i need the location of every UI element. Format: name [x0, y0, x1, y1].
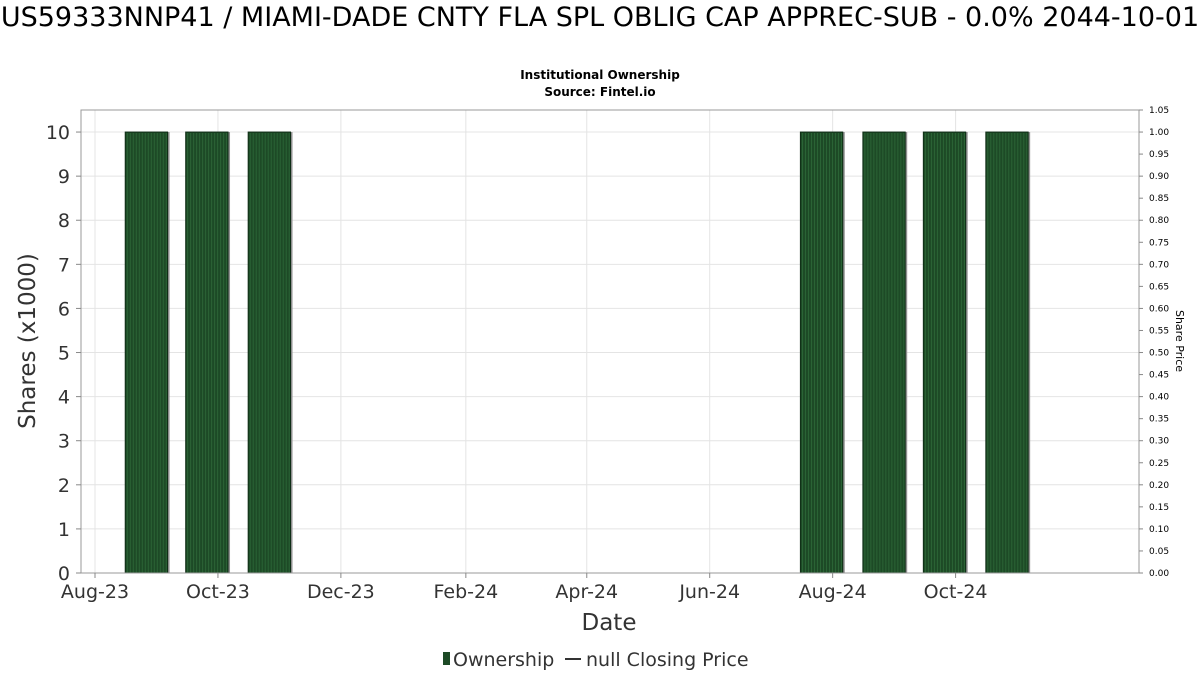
y2-tick-label: 0.20 — [1149, 481, 1169, 491]
y-tick-label: 4 — [58, 387, 70, 409]
legend-ownership-label: Ownership — [453, 649, 554, 671]
y2-tick-label: 0.40 — [1149, 393, 1169, 403]
y2-tick-label: 1.00 — [1149, 128, 1169, 138]
y2-tick-label: 0.80 — [1149, 216, 1169, 226]
x-axis-title: Date — [582, 610, 637, 636]
y2-tick-label: 0.55 — [1149, 326, 1169, 336]
bar-body — [799, 131, 844, 574]
x-tick-label: Feb-24 — [433, 581, 498, 603]
ownership-bar — [799, 131, 845, 574]
y-tick-label: 7 — [58, 254, 70, 276]
y-axis-title: Shares (x1000) — [15, 253, 41, 429]
y2-tick-label: 0.30 — [1149, 437, 1169, 447]
y2-tick-label: 0.35 — [1149, 415, 1169, 425]
ownership-bar — [862, 131, 908, 574]
bars-layer — [124, 131, 1031, 574]
x-tick-label: Oct-23 — [186, 581, 250, 603]
legend-ownership-swatch — [443, 652, 450, 665]
chart-subtitle: Institutional Ownership — [520, 68, 680, 82]
bar-body — [185, 131, 229, 574]
y2-tick-label: 0.00 — [1149, 569, 1169, 579]
x-tick-label: Oct-24 — [924, 581, 988, 603]
x-tick-label: Dec-23 — [307, 581, 375, 603]
y-tick-label: 10 — [46, 122, 70, 144]
y2-tick-label: 0.75 — [1149, 238, 1169, 248]
y-tick-label: 1 — [58, 519, 70, 541]
x-tick-label: Aug-24 — [799, 581, 867, 603]
y2-tick-label: 0.05 — [1149, 547, 1169, 557]
y2-tick-label: 0.10 — [1149, 525, 1169, 535]
bar-body — [124, 131, 169, 574]
y-tick-label: 0 — [58, 563, 70, 585]
plot-frame — [80, 109, 1140, 574]
legend-price-label: null Closing Price — [586, 649, 749, 671]
y2-tick-label: 0.45 — [1149, 371, 1169, 381]
y-tick-label: 9 — [58, 166, 70, 188]
legend[interactable]: Ownership null Closing Price — [443, 649, 749, 671]
chart-title: US59333NNP41 / MIAMI-DADE CNTY FLA SPL O… — [0, 2, 1200, 33]
x-tick-label: Apr-24 — [555, 581, 618, 603]
y2-tick-label: 0.15 — [1149, 503, 1169, 513]
y2-tick-label: 1.05 — [1149, 106, 1169, 116]
y-tick-label: 3 — [58, 431, 70, 453]
bar-body — [985, 131, 1029, 574]
y2-tick-label: 0.60 — [1149, 304, 1169, 314]
grid-lines — [81, 110, 1139, 574]
y-tick-label: 6 — [58, 298, 70, 320]
y2-tick-label: 0.95 — [1149, 150, 1169, 160]
ownership-bar — [985, 131, 1031, 574]
y-tick-label: 8 — [58, 210, 70, 232]
y2-tick-label: 0.90 — [1149, 172, 1169, 182]
axes-layer: 0 1 2 3 4 5 6 7 8 9 10 0.00 0.05 0.10 0.15 0.20 0.25 0.30… — [46, 106, 1170, 603]
y2-axis-title: Share Price — [1173, 310, 1186, 372]
y2-tick-label: 0.65 — [1149, 282, 1169, 292]
bar-body — [922, 131, 967, 574]
ownership-bar — [185, 131, 231, 574]
y2-tick-label: 0.25 — [1149, 459, 1169, 469]
y2-tick-label: 0.85 — [1149, 194, 1169, 204]
y-tick-label: 5 — [58, 343, 70, 365]
chart-source: Source: Fintel.io — [544, 85, 656, 99]
y2-tick-label: 0.50 — [1149, 349, 1169, 359]
ownership-bar — [124, 131, 170, 574]
x-tick-label: Jun-24 — [678, 581, 740, 603]
ownership-bar — [922, 131, 968, 574]
x-tick-label: Aug-23 — [61, 581, 129, 603]
y2-tick-label: 0.70 — [1149, 260, 1169, 270]
bar-body — [247, 131, 291, 574]
ownership-bar — [247, 131, 293, 574]
y-tick-label: 2 — [58, 475, 70, 497]
bar-body — [862, 131, 906, 574]
